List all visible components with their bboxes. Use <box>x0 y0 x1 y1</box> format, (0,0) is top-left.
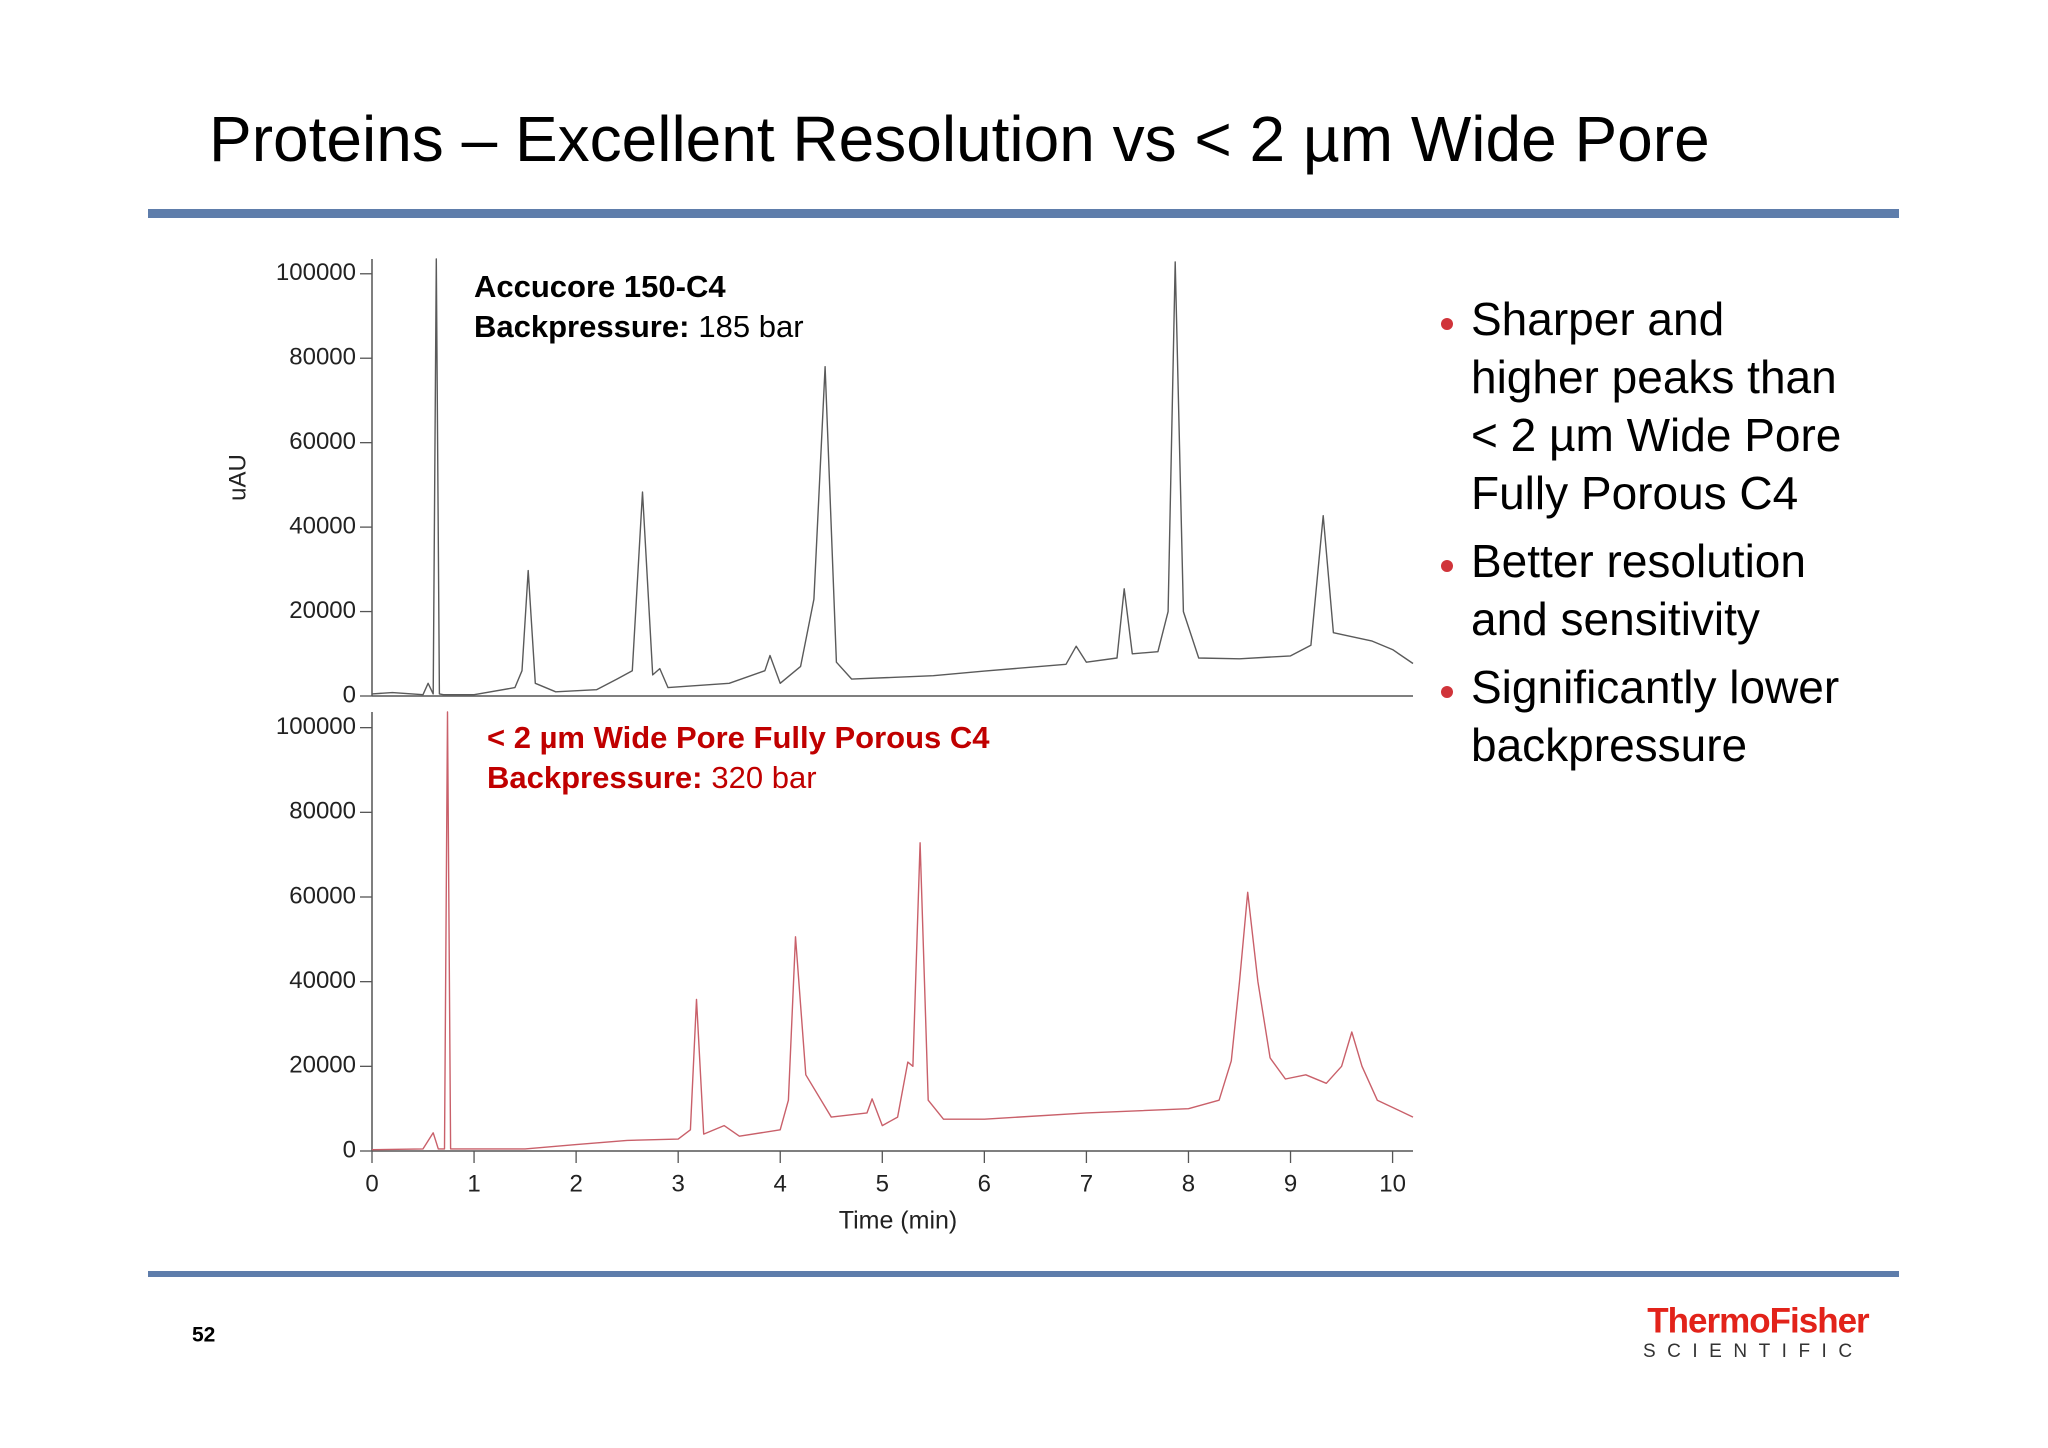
annotation-title: < 2 µm Wide Pore Fully Porous C4 <box>487 720 990 755</box>
x-tick-label: 10 <box>1379 1170 1406 1197</box>
trace-line <box>371 258 1414 696</box>
pressure-value: 185 bar <box>698 309 803 344</box>
bullet: Sharper and higher peaks than < 2 µm Wid… <box>1471 290 1851 522</box>
y-tick-label: 40000 <box>289 967 356 994</box>
x-tick-label: 8 <box>1182 1170 1195 1197</box>
x-tick-label: 4 <box>774 1170 787 1197</box>
logo-subtitle: SCIENTIFIC <box>1643 1341 1864 1362</box>
y-tick-label: 0 <box>343 681 356 708</box>
x-tick-label: 3 <box>671 1170 684 1197</box>
bullet-list: Sharper and higher peaks than < 2 µm Wid… <box>1440 290 1851 784</box>
y-tick-label: 40000 <box>289 512 356 539</box>
pressure-value: 320 bar <box>711 760 816 795</box>
slide-title: Proteins – Excellent Resolution vs < 2 µ… <box>209 103 1710 175</box>
y-tick-label: 20000 <box>289 597 356 624</box>
annotation-pressure: Backpressure: 185 bar <box>474 309 804 344</box>
y-axis-label: uAU <box>224 454 251 501</box>
annotation-title: Accucore 150-C4 <box>474 269 726 304</box>
bullet: Significantly lower backpressure <box>1471 658 1851 774</box>
x-axis-label: Time (min) <box>839 1207 958 1235</box>
bullet: Better resolution and sensitivity <box>1471 532 1851 648</box>
bottom-rule <box>148 1271 1899 1277</box>
y-tick-label: 0 <box>343 1136 356 1163</box>
x-tick-label: 9 <box>1284 1170 1297 1197</box>
logo-name: ThermoFisher <box>1647 1301 1870 1340</box>
top-rule <box>148 209 1899 218</box>
y-tick-label: 80000 <box>289 798 356 825</box>
pressure-label: Backpressure: <box>487 760 702 795</box>
x-tick-label: 1 <box>467 1170 480 1197</box>
y-tick-label: 100000 <box>276 713 356 740</box>
pressure-label: Backpressure: <box>474 309 689 344</box>
page-number: 52 <box>192 1324 215 1347</box>
x-tick-label: 7 <box>1080 1170 1093 1197</box>
y-tick-label: 20000 <box>289 1052 356 1079</box>
y-tick-label: 80000 <box>289 344 356 371</box>
x-tick-label: 6 <box>978 1170 991 1197</box>
annotation-pressure: Backpressure: 320 bar <box>487 760 817 795</box>
x-tick-label: 2 <box>569 1170 582 1197</box>
trace-line <box>371 711 1414 1151</box>
x-tick-label: 0 <box>365 1170 378 1197</box>
x-tick-label: 5 <box>876 1170 889 1197</box>
y-tick-label: 100000 <box>276 259 356 286</box>
y-tick-label: 60000 <box>289 428 356 455</box>
y-tick-label: 60000 <box>289 882 356 909</box>
